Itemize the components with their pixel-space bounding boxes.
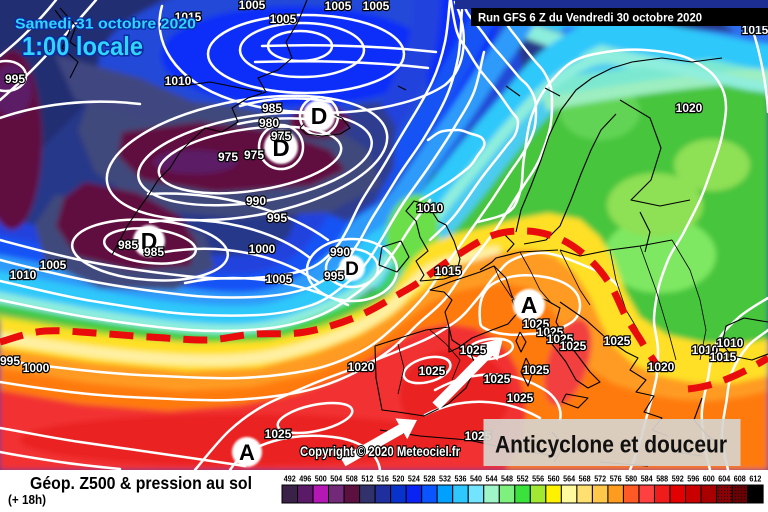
svg-text:D: D [272, 135, 289, 162]
svg-text:D: D [345, 259, 359, 280]
svg-text:524: 524 [408, 475, 420, 484]
svg-text:492: 492 [284, 475, 296, 484]
svg-text:1005: 1005 [239, 0, 266, 12]
svg-text:528: 528 [423, 475, 435, 484]
svg-text:1020: 1020 [348, 360, 375, 374]
svg-text:1025: 1025 [460, 343, 487, 357]
svg-text:568: 568 [579, 475, 591, 484]
svg-text:A: A [239, 440, 255, 465]
svg-text:985: 985 [262, 101, 282, 115]
svg-text:556: 556 [532, 475, 544, 484]
svg-text:980: 980 [259, 116, 279, 130]
svg-text:1010: 1010 [165, 74, 192, 88]
svg-text:516: 516 [377, 475, 389, 484]
svg-text:1000: 1000 [249, 242, 276, 256]
svg-text:990: 990 [246, 194, 266, 208]
svg-text:1010: 1010 [417, 201, 444, 215]
svg-text:1005: 1005 [40, 258, 67, 272]
svg-text:560: 560 [548, 475, 560, 484]
svg-text:Anticyclone et douceur: Anticyclone et douceur [495, 432, 727, 459]
svg-text:985: 985 [144, 245, 164, 259]
svg-text:532: 532 [439, 475, 451, 484]
svg-text:1015: 1015 [435, 264, 462, 278]
svg-text:975: 975 [218, 150, 238, 164]
svg-text:975: 975 [244, 148, 264, 162]
svg-text:1025: 1025 [547, 332, 574, 346]
svg-text:D: D [311, 103, 328, 129]
svg-text:995: 995 [324, 269, 344, 283]
svg-text:1005: 1005 [266, 272, 293, 286]
svg-text:1010: 1010 [717, 336, 744, 350]
svg-text:1010: 1010 [10, 268, 37, 282]
svg-text:1025: 1025 [604, 334, 631, 348]
svg-text:995: 995 [0, 354, 20, 368]
svg-text:1020: 1020 [648, 360, 675, 374]
svg-text:1015: 1015 [175, 10, 202, 24]
svg-text:995: 995 [5, 72, 25, 86]
svg-text:Géop. Z500 & pression au sol: Géop. Z500 & pression au sol [30, 473, 252, 493]
svg-text:512: 512 [361, 475, 373, 484]
svg-text:1005: 1005 [325, 0, 352, 13]
svg-text:990: 990 [330, 245, 350, 259]
svg-text:520: 520 [392, 475, 404, 484]
svg-text:Copyright © 2020 Meteociel.fr: Copyright © 2020 Meteociel.fr [300, 444, 461, 459]
svg-text:552: 552 [517, 475, 529, 484]
svg-text:1025: 1025 [523, 317, 550, 331]
svg-text:1025: 1025 [537, 325, 564, 339]
svg-text:1025: 1025 [419, 364, 446, 378]
svg-text:576: 576 [610, 475, 622, 484]
svg-text:584: 584 [641, 475, 653, 484]
svg-text:604: 604 [718, 475, 730, 484]
svg-text:1025: 1025 [560, 339, 587, 353]
svg-text:985: 985 [118, 238, 138, 252]
svg-text:608: 608 [734, 475, 746, 484]
svg-text:496: 496 [299, 475, 311, 484]
svg-text:572: 572 [594, 475, 606, 484]
svg-text:564: 564 [563, 475, 575, 484]
svg-text:1025: 1025 [484, 372, 511, 386]
svg-text:Run GFS 6 Z du Vendredi 30 oct: Run GFS 6 Z du Vendredi 30 octobre 2020 [478, 11, 702, 25]
svg-text:596: 596 [687, 475, 699, 484]
svg-text:1025: 1025 [507, 391, 534, 405]
svg-text:588: 588 [656, 475, 668, 484]
svg-text:1010: 1010 [692, 343, 719, 357]
svg-text:1005: 1005 [270, 12, 297, 26]
svg-text:1000: 1000 [23, 361, 50, 375]
svg-text:504: 504 [330, 475, 342, 484]
svg-text:1025: 1025 [523, 363, 550, 377]
svg-text:548: 548 [501, 475, 513, 484]
svg-text:975: 975 [271, 129, 291, 143]
svg-text:1025: 1025 [265, 427, 292, 441]
svg-text:612: 612 [749, 475, 761, 484]
svg-text:D: D [141, 228, 158, 254]
svg-text:508: 508 [346, 475, 358, 484]
svg-text:580: 580 [625, 475, 637, 484]
svg-text:500: 500 [315, 475, 327, 484]
svg-text:536: 536 [455, 475, 467, 484]
svg-text:1015: 1015 [710, 350, 737, 364]
svg-text:600: 600 [703, 475, 715, 484]
svg-text:1:00 locale: 1:00 locale [22, 31, 143, 61]
svg-text:540: 540 [470, 475, 482, 484]
svg-text:Samedi 31 octobre 2020: Samedi 31 octobre 2020 [15, 17, 196, 33]
svg-text:A: A [521, 292, 538, 318]
svg-text:995: 995 [267, 211, 287, 225]
svg-text:1020: 1020 [676, 101, 703, 115]
svg-text:592: 592 [672, 475, 684, 484]
svg-text:(+ 18h): (+ 18h) [8, 493, 46, 507]
svg-text:544: 544 [486, 475, 498, 484]
svg-text:1005: 1005 [363, 0, 390, 13]
